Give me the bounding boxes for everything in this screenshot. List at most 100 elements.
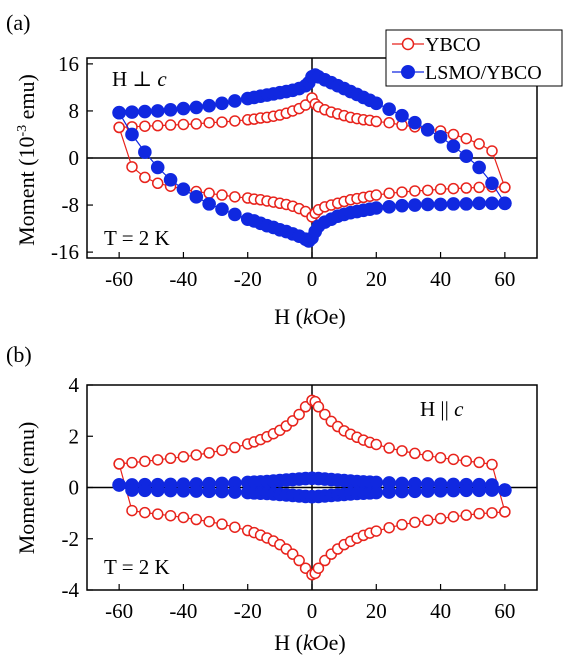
x-tick-label: 0	[307, 599, 318, 623]
ybco-point	[409, 185, 421, 197]
lsmo-point	[395, 108, 409, 123]
ybco-point	[421, 184, 434, 197]
ybco-point	[126, 161, 138, 173]
ybco-point	[216, 518, 228, 530]
lsmo-point	[176, 484, 191, 498]
ybco-point	[190, 118, 203, 130]
legend-lsmo-label: LSMO/YBCO	[425, 62, 542, 84]
ybco-point	[229, 521, 241, 533]
lsmo-point	[138, 145, 152, 159]
ybco-point	[203, 515, 215, 528]
lsmo-point	[228, 485, 242, 499]
ybco-point	[473, 456, 485, 469]
ybco-point	[434, 183, 447, 195]
ybco-point	[151, 454, 164, 466]
x-tick-label: -20	[234, 599, 262, 623]
ybco-point	[312, 562, 325, 574]
ybco-point	[164, 452, 177, 465]
ybco-point	[164, 119, 177, 131]
ybco-point	[383, 521, 395, 534]
lsmo-point	[125, 105, 139, 119]
lsmo-point	[189, 190, 204, 204]
lsmo-point	[498, 483, 512, 497]
lsmo-point	[472, 483, 486, 498]
ybco-point	[151, 508, 164, 520]
lsmo-point	[163, 102, 178, 117]
ybco-point	[447, 510, 460, 523]
ybco-point	[126, 504, 138, 517]
ybco-point	[434, 512, 447, 525]
x-tick-label: 20	[366, 267, 387, 291]
lsmo-point	[163, 483, 178, 498]
panel-a-y-axis-label: Moment (10-3 emu)	[14, 74, 39, 246]
ybco-point	[216, 189, 228, 201]
panel-a-temperature-annotation: T = 2 K	[104, 226, 170, 250]
ybco-point	[229, 191, 241, 203]
x-tick-label: -20	[234, 267, 262, 291]
lsmo-point	[433, 130, 448, 144]
lsmo-point	[215, 202, 229, 216]
ybco-point	[113, 458, 125, 470]
ybco-point	[139, 120, 151, 132]
ybco-point	[383, 187, 395, 200]
lsmo-point	[459, 197, 474, 211]
y-tick-label: 0	[69, 146, 80, 170]
ybco-point	[447, 182, 460, 195]
ybco-point	[396, 445, 408, 457]
legend-ybco-label: YBCO	[425, 34, 481, 56]
ybco-point	[434, 452, 447, 464]
lsmo-point	[215, 484, 229, 499]
panel-a-label: (a)	[6, 10, 30, 35]
ybco-point	[177, 118, 190, 131]
ybco-point	[460, 182, 473, 194]
lsmo-point	[459, 483, 474, 498]
lsmo-point	[228, 207, 242, 222]
ybco-point	[293, 408, 305, 421]
ybco-point	[383, 116, 395, 129]
ybco-point	[203, 447, 215, 459]
panel-a-x-axis-label: H (kOe)	[274, 304, 345, 329]
lsmo-point	[485, 176, 499, 191]
lsmo-point	[369, 485, 384, 500]
lsmo-point	[150, 160, 165, 175]
panel-b-x-axis-label: H (kOe)	[274, 630, 345, 655]
ybco-point	[460, 455, 473, 467]
x-tick-label: -60	[105, 599, 133, 623]
x-tick-label: -40	[169, 267, 197, 291]
ybco-point	[177, 511, 190, 524]
lsmo-point	[125, 483, 139, 497]
lsmo-point	[176, 182, 191, 196]
ybco-point	[409, 447, 421, 460]
x-tick-label: 20	[366, 599, 387, 623]
lsmo-point	[228, 94, 242, 108]
y-tick-label: 0	[69, 476, 80, 500]
lsmo-point	[202, 484, 216, 499]
ybco-point	[229, 441, 241, 454]
lsmo-point	[163, 172, 178, 187]
x-tick-label: -40	[169, 599, 197, 623]
ybco-point	[486, 458, 498, 471]
lsmo-point	[420, 122, 435, 137]
ybco-point	[421, 449, 434, 462]
ybco-point	[139, 506, 151, 519]
lsmo-point	[112, 105, 126, 120]
panel-b-x-ticks: -60 -40 -20 0 20 40 60	[105, 584, 515, 623]
ybco-point	[421, 514, 434, 527]
x-tick-label: 60	[494, 599, 515, 623]
y-tick-label: 4	[69, 373, 80, 397]
lsmo-point	[112, 478, 126, 492]
lsmo-point	[420, 484, 435, 498]
x-tick-label: 40	[430, 599, 451, 623]
ybco-point	[396, 186, 408, 198]
lsmo-point	[446, 197, 461, 211]
panel-b-label: (b)	[6, 342, 32, 367]
ybco-point	[164, 509, 177, 522]
legend-box	[385, 29, 563, 87]
lsmo-point	[485, 196, 499, 211]
lsmo-point	[202, 197, 216, 211]
ybco-point	[203, 187, 215, 200]
panel-a-x-ticks: -60 -40 -20 0 20 40 60	[105, 252, 515, 291]
ybco-point	[447, 453, 460, 466]
ybco-point	[499, 181, 511, 194]
lsmo-point	[472, 196, 486, 211]
